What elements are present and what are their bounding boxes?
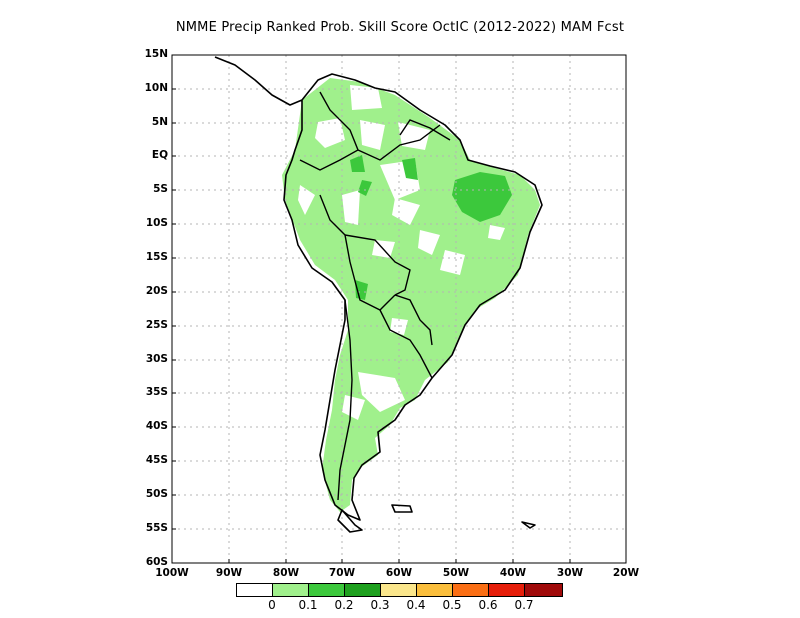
lat-label-25s: 25S [145,319,168,331]
colorbar-box-6 [452,583,489,597]
lon-label-50w: 50W [442,567,470,579]
lon-label-40w: 40W [499,567,527,579]
lon-label-30w: 30W [556,567,584,579]
lat-label-eq: EQ [151,149,168,161]
colorbar-label-0: 0 [268,598,276,612]
lon-label-80w: 80W [272,567,300,579]
colorbar-label-2: 0.2 [334,598,354,612]
lat-label-30s: 30S [145,353,168,365]
lon-label-70w: 70W [328,567,356,579]
lon-label-20w: 20W [612,567,640,579]
colorbar-box-5 [416,583,453,597]
colorbar-label-3: 0.3 [370,598,390,612]
lat-label-5n: 5N [151,116,168,128]
skill-field-medium [350,155,512,300]
colorbar-box-8 [524,583,563,597]
colorbar-label-1: 0.1 [298,598,318,612]
lat-label-60s: 60S [145,556,168,568]
coastlines [214,56,543,533]
colorbar-label-4: 0.4 [406,598,426,612]
map-title: NMME Precip Ranked Prob. Skill Score Oct… [175,20,625,35]
colorbar-label-7: 0.7 [514,598,534,612]
lat-label-10n: 10N [144,82,168,94]
colorbar-box-0 [236,583,273,597]
lon-label-60w: 60W [385,567,413,579]
colorbar-label-5: 0.5 [442,598,462,612]
lat-label-35s: 35S [145,386,168,398]
lon-label-90w: 90W [215,567,243,579]
colorbar-box-7 [488,583,525,597]
lat-label-15n: 15N [144,48,168,60]
lat-label-50s: 50S [145,488,168,500]
tick-marks [171,54,627,564]
colorbar-box-3 [344,583,381,597]
colorbar-box-1 [272,583,309,597]
lat-label-55s: 55S [145,522,168,534]
lon-label-100w: 100W [155,567,189,579]
colorbar-label-6: 0.6 [478,598,498,612]
graticule [172,55,626,563]
lat-label-40s: 40S [145,420,168,432]
lat-label-20s: 20S [145,285,168,297]
skill-field-zero [298,85,505,420]
colorbar-box-4 [380,583,417,597]
colorbar-box-2 [308,583,345,597]
lat-label-45s: 45S [145,454,168,466]
lat-label-5s: 5S [153,183,168,195]
country-borders [299,91,451,501]
lat-label-15s: 15S [145,251,168,263]
lat-label-10s: 10S [145,217,168,229]
